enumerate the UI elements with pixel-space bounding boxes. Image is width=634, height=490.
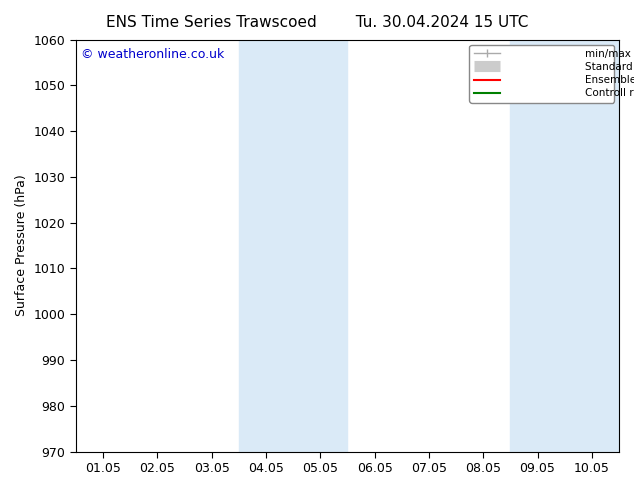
- Y-axis label: Surface Pressure (hPa): Surface Pressure (hPa): [15, 175, 28, 317]
- Bar: [510, 40, 619, 452]
- Text: ENS Time Series Trawscoed        Tu. 30.04.2024 15 UTC: ENS Time Series Trawscoed Tu. 30.04.2024…: [106, 15, 528, 30]
- Legend: min/max, Standard deviation, Ensemble mean run, Controll run: min/max, Standard deviation, Ensemble me…: [469, 45, 614, 102]
- Text: © weatheronline.co.uk: © weatheronline.co.uk: [81, 48, 224, 61]
- Bar: [239, 40, 347, 452]
